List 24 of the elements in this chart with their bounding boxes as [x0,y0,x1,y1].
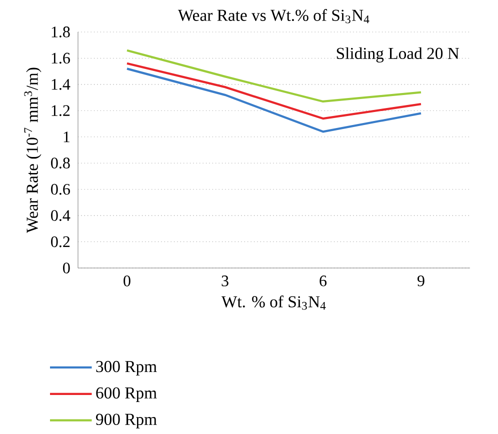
annotation: Sliding Load 20 N [336,47,460,62]
x-tick-label: 0 [124,276,130,286]
y-tick-label: 1.8 [52,26,70,38]
x-tick-label: 6 [320,276,327,286]
y-tick-label: 0 [63,262,70,274]
x-tick-label: 3 [222,276,228,286]
y-tick-label: 0.6 [51,184,70,195]
y-tick-label: 1.6 [52,52,70,64]
x-axis-title: Wt. % of Si$_{3}$N$_{4}$ [221,296,326,310]
legend-label: 900 Rpm [96,414,157,428]
y-tick-label: 1.2 [52,105,70,116]
y-tick-label: 1 [64,132,70,142]
y-tick-label: 0.4 [51,210,70,221]
y-tick-label: 0.2 [51,236,70,248]
x-tick-label: 9 [418,276,424,286]
legend-label: 300 Rpm [96,360,157,376]
y-tick-label: 1.4 [52,79,70,90]
y-tick-label: 0.8 [51,158,70,169]
line-series [126,62,422,120]
line-series [126,68,422,133]
y-axis-title: Wear Rate (10$^{-7}$ mm$^{3}$/m) [24,68,42,233]
legend-label: 600 Rpm [96,387,157,402]
chart-title: Wear Rate vs Wt.% of Si$_{3}$N$_{4}$ [178,9,370,24]
line-series [126,49,422,103]
